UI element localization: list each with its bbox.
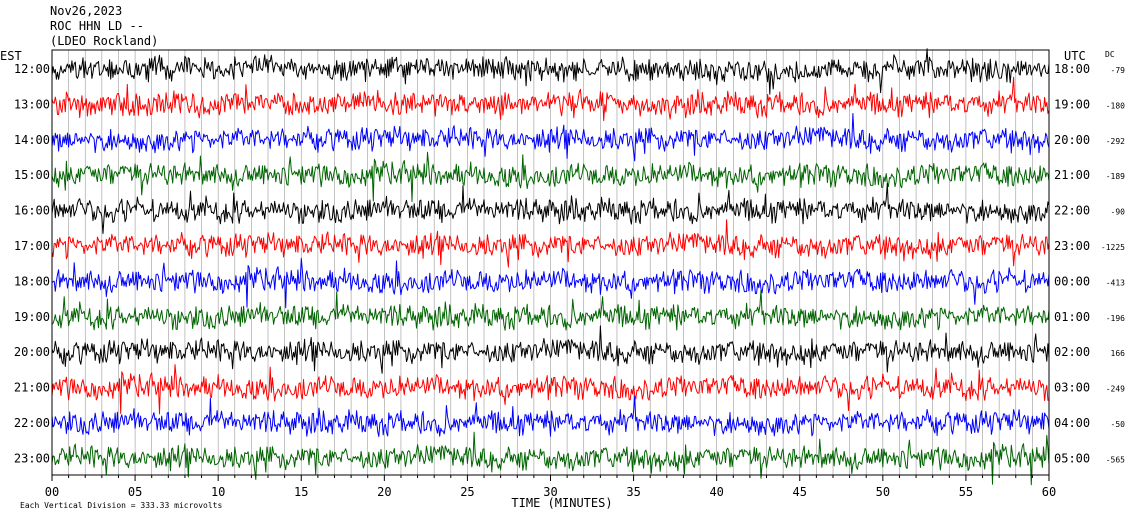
x-tick-label: 00 bbox=[45, 485, 59, 499]
dc-offset-value: -196 bbox=[1106, 314, 1125, 323]
x-axis-title: TIME (MINUTES) bbox=[511, 496, 612, 510]
x-tick-label: 10 bbox=[211, 485, 225, 499]
seismic-trace-row bbox=[51, 364, 1050, 415]
x-tick-label: 25 bbox=[460, 485, 474, 499]
seismic-trace-row bbox=[51, 113, 1050, 162]
seismic-trace-row bbox=[51, 395, 1050, 437]
utc-hour-label: 01:00 bbox=[1054, 310, 1090, 324]
seismic-trace-row bbox=[51, 289, 1050, 331]
est-hour-label: 21:00 bbox=[14, 381, 50, 395]
est-hour-label: 20:00 bbox=[14, 345, 50, 359]
x-tick-label: 55 bbox=[959, 485, 973, 499]
est-hour-label: 15:00 bbox=[14, 168, 50, 182]
est-hour-label: 17:00 bbox=[14, 239, 50, 253]
dc-offset-value: -50 bbox=[1111, 420, 1126, 429]
dc-offset-value: -79 bbox=[1111, 66, 1126, 75]
seismic-trace-row bbox=[51, 431, 1050, 486]
seismic-trace-row bbox=[51, 151, 1050, 202]
est-hour-label: 16:00 bbox=[14, 204, 50, 218]
dc-offset-value: -90 bbox=[1111, 208, 1126, 217]
est-hour-label: 23:00 bbox=[14, 451, 50, 465]
axis-labels: 00 05 10 15 20 25 30 35 40 45 50 55 60 EST UTC DC TIME (… bbox=[0, 49, 1125, 510]
seismic-trace-row bbox=[51, 182, 1050, 234]
x-tick-label: 30 bbox=[543, 485, 557, 499]
utc-hour-label: 19:00 bbox=[1054, 97, 1090, 111]
est-hour-label: 13:00 bbox=[14, 97, 50, 111]
seismic-trace-row bbox=[51, 48, 1050, 95]
header-source: (LDEO Rockland) bbox=[50, 34, 159, 48]
dc-offset-value: -565 bbox=[1106, 455, 1125, 464]
seismic-traces bbox=[51, 48, 1050, 486]
dc-offset-value: -180 bbox=[1106, 101, 1125, 110]
utc-hour-label: 04:00 bbox=[1054, 416, 1090, 430]
vertical-division-note: Each Vertical Division = 333.33 microvol… bbox=[20, 501, 222, 510]
x-tick-label: 50 bbox=[876, 485, 890, 499]
utc-hour-label: 18:00 bbox=[1054, 62, 1090, 76]
utc-axis-label: UTC bbox=[1064, 49, 1086, 63]
x-tick-label: 05 bbox=[128, 485, 142, 499]
utc-hour-label: 21:00 bbox=[1054, 168, 1090, 182]
seismic-trace-row bbox=[51, 76, 1050, 122]
utc-hour-label: 20:00 bbox=[1054, 133, 1090, 147]
dc-offset-value: -413 bbox=[1106, 278, 1125, 287]
dc-offset-value: -292 bbox=[1106, 137, 1125, 146]
x-tick-label: 45 bbox=[793, 485, 807, 499]
utc-hour-label: 00:00 bbox=[1054, 274, 1090, 288]
est-axis-label: EST bbox=[0, 49, 22, 63]
est-hour-label: 14:00 bbox=[14, 133, 50, 147]
seismic-trace-row bbox=[51, 219, 1050, 268]
dc-offset-value: 166 bbox=[1111, 349, 1126, 358]
est-hour-label: 18:00 bbox=[14, 274, 50, 288]
utc-hour-label: 05:00 bbox=[1054, 451, 1090, 465]
seismic-trace-row bbox=[51, 325, 1050, 374]
utc-hour-label: 23:00 bbox=[1054, 239, 1090, 253]
x-tick-label: 15 bbox=[294, 485, 308, 499]
utc-hour-label: 03:00 bbox=[1054, 381, 1090, 395]
x-tick-label: 35 bbox=[626, 485, 640, 499]
header-date: Nov26,2023 bbox=[50, 4, 123, 18]
plot-frame bbox=[51, 49, 1050, 476]
est-hour-label: 19:00 bbox=[14, 310, 50, 324]
est-hour-label: 12:00 bbox=[14, 62, 50, 76]
utc-hour-label: 02:00 bbox=[1054, 345, 1090, 359]
header-station: ROC HHN LD -- bbox=[50, 19, 144, 33]
dc-label: DC bbox=[1105, 50, 1115, 59]
x-tick-label: 40 bbox=[709, 485, 723, 499]
dc-offset-value: -189 bbox=[1106, 172, 1125, 181]
dc-offset-value: -249 bbox=[1106, 385, 1125, 394]
est-hour-label: 22:00 bbox=[14, 416, 50, 430]
utc-hour-label: 22:00 bbox=[1054, 204, 1090, 218]
chart-grid bbox=[68, 50, 1033, 475]
dc-offset-value: -1225 bbox=[1101, 243, 1125, 252]
x-tick-label: 60 bbox=[1042, 485, 1056, 499]
x-tick-label: 20 bbox=[377, 485, 391, 499]
seismic-trace-row bbox=[51, 257, 1050, 309]
